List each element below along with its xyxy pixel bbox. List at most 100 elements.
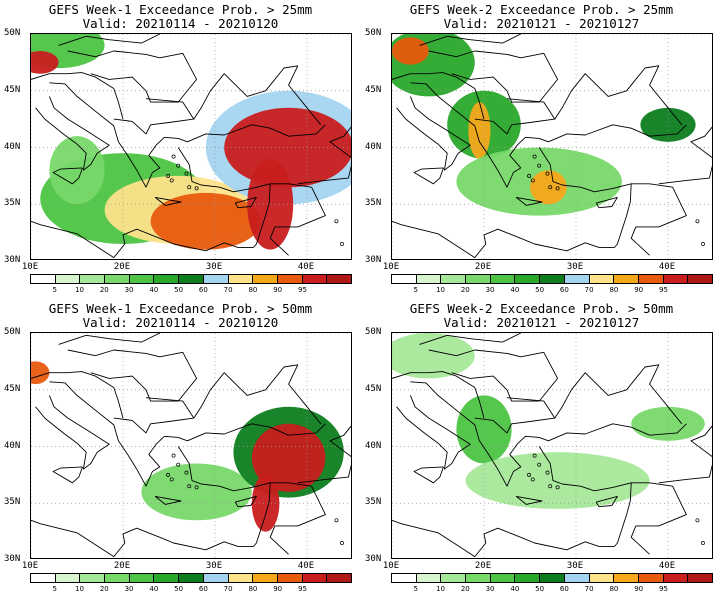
- probability-contour: [247, 158, 294, 250]
- colorbar-swatch: [327, 275, 351, 283]
- lat-tick-label: 40N: [365, 440, 382, 451]
- lon-tick-label: 20E: [474, 561, 492, 571]
- probability-contour: [468, 102, 491, 159]
- coastline: [413, 167, 444, 185]
- coastline: [31, 371, 124, 419]
- colorbar-swatch: [614, 275, 639, 283]
- coastline: [297, 425, 351, 484]
- colorbar: [391, 274, 713, 284]
- island: [171, 453, 176, 458]
- probability-map: [391, 332, 713, 559]
- colorbar-label: 40: [149, 585, 159, 593]
- coastline: [58, 34, 160, 46]
- colorbar-swatch: [302, 574, 328, 582]
- coastline: [474, 98, 556, 135]
- colorbar-label: 20: [460, 286, 470, 294]
- colorbar: [30, 274, 352, 284]
- coastline: [35, 96, 110, 171]
- probability-contour: [31, 361, 50, 385]
- colorbar-swatch: [253, 275, 278, 283]
- colorbar-label: 70: [223, 585, 233, 593]
- probability-map: [391, 33, 713, 260]
- probability-contour: [631, 406, 705, 441]
- lat-tick-label: 40N: [4, 141, 21, 152]
- coastline: [392, 220, 615, 259]
- colorbar-label: 40: [510, 286, 520, 294]
- panel-title: GEFS Week-1 Exceedance Prob. > 25mm: [48, 2, 313, 17]
- coastline: [234, 196, 257, 209]
- colorbar-swatch: [688, 275, 712, 283]
- colorbar-label: 70: [584, 286, 594, 294]
- coastline: [428, 50, 559, 103]
- coastline: [31, 220, 254, 259]
- colorbar-swatch: [515, 275, 541, 283]
- coastline: [595, 495, 618, 508]
- coastline: [515, 196, 543, 206]
- colorbar-swatch: [540, 275, 565, 283]
- coastline: [113, 397, 195, 434]
- coastline: [177, 446, 271, 547]
- colorbar-swatch: [277, 275, 303, 283]
- coastline: [410, 381, 687, 487]
- lon-tick-label: 10E: [21, 561, 39, 571]
- island: [537, 462, 542, 467]
- island: [340, 541, 344, 545]
- coastline: [396, 395, 471, 470]
- coastline: [410, 82, 687, 188]
- island: [176, 462, 181, 467]
- probability-contour: [49, 136, 105, 205]
- island: [545, 171, 550, 176]
- colorbar-label: 90: [273, 286, 283, 294]
- coastline: [297, 126, 351, 185]
- colorbar-label: 20: [99, 585, 109, 593]
- lon-tick-label: 20E: [113, 561, 131, 571]
- colorbar-swatch: [228, 574, 254, 582]
- colorbar-label: 95: [658, 585, 668, 593]
- colorbar-label: 95: [297, 585, 307, 593]
- colorbar-swatch: [55, 275, 81, 283]
- island: [537, 163, 542, 168]
- colorbar-label: 10: [75, 585, 84, 593]
- panel-title: GEFS Week-1 Exceedance Prob. > 50mm: [48, 301, 313, 316]
- coastline: [392, 519, 615, 558]
- colorbar-swatch: [179, 275, 204, 283]
- probability-contour: [251, 474, 280, 532]
- island: [548, 484, 553, 489]
- colorbar-label: 80: [609, 585, 619, 593]
- coastline: [269, 482, 326, 555]
- colorbar-swatch: [80, 275, 106, 283]
- island: [187, 484, 192, 489]
- colorbar-label: 50: [535, 585, 545, 593]
- lon-tick-label: 10E: [21, 262, 39, 272]
- colorbar-label: 90: [634, 286, 644, 294]
- island: [555, 186, 560, 191]
- coastline: [658, 126, 712, 185]
- lon-tick-label: 30E: [205, 561, 223, 571]
- lat-tick-label: 30N: [365, 255, 382, 265]
- probability-contour: [31, 51, 59, 74]
- panel-week2-25mm: GEFS Week-2 Exceedance Prob. > 25mm Valid…: [361, 0, 722, 299]
- valid-period: Valid: 20210114 - 20210120: [82, 16, 279, 31]
- lat-tick-label: 35N: [365, 497, 382, 508]
- lat-tick-label: 45N: [4, 383, 21, 394]
- lat-tick-label: 35N: [4, 198, 21, 209]
- panel-week1-25mm: GEFS Week-1 Exceedance Prob. > 25mm Valid…: [0, 0, 361, 299]
- lat-tick-label: 35N: [365, 198, 382, 209]
- coastline: [67, 349, 198, 402]
- island: [527, 173, 532, 178]
- colorbar-label: 30: [124, 286, 134, 294]
- coastline: [154, 196, 182, 206]
- panel-week1-50mm: GEFS Week-1 Exceedance Prob. > 50mm Valid…: [0, 299, 361, 598]
- coastline: [515, 495, 543, 505]
- probability-contour: [150, 192, 261, 250]
- coastline: [419, 34, 521, 46]
- island: [695, 219, 700, 224]
- coastline: [31, 519, 254, 558]
- panel-title: GEFS Week-2 Exceedance Prob. > 50mm: [409, 301, 674, 316]
- colorbar-swatch: [515, 574, 541, 582]
- lat-tick-label: 40N: [4, 440, 21, 451]
- colorbar-label: 60: [198, 585, 208, 593]
- lat-tick-label: 45N: [365, 383, 382, 394]
- colorbar-swatch: [688, 574, 712, 582]
- coastline: [49, 381, 326, 487]
